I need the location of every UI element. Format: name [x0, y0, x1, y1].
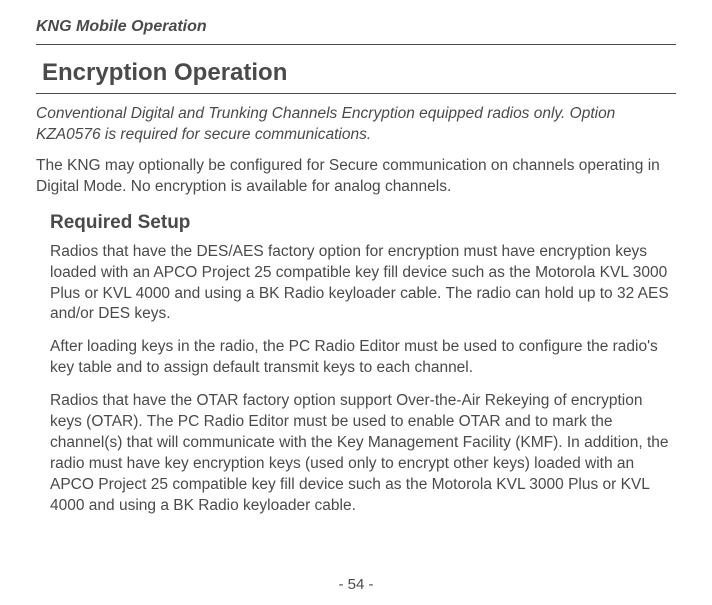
paragraph-3: Radios that have the OTAR factory option…	[50, 391, 676, 517]
running-header: KNG Mobile Operation	[36, 18, 676, 36]
intro-paragraph: The KNG may optionally be configured for…	[36, 156, 676, 198]
header-rule	[36, 44, 676, 45]
section-rule	[36, 93, 676, 94]
subsection-required-setup: Required Setup Radios that have the DES/…	[36, 212, 676, 517]
paragraph-2: After loading keys in the radio, the PC …	[50, 337, 676, 379]
paragraph-1: Radios that have the DES/AES factory opt…	[50, 242, 676, 326]
page-number: - 54 -	[0, 576, 712, 593]
section-title: Encryption Operation	[36, 59, 676, 87]
section-subtitle: Conventional Digital and Trunking Channe…	[36, 104, 676, 146]
subheading: Required Setup	[50, 212, 676, 234]
